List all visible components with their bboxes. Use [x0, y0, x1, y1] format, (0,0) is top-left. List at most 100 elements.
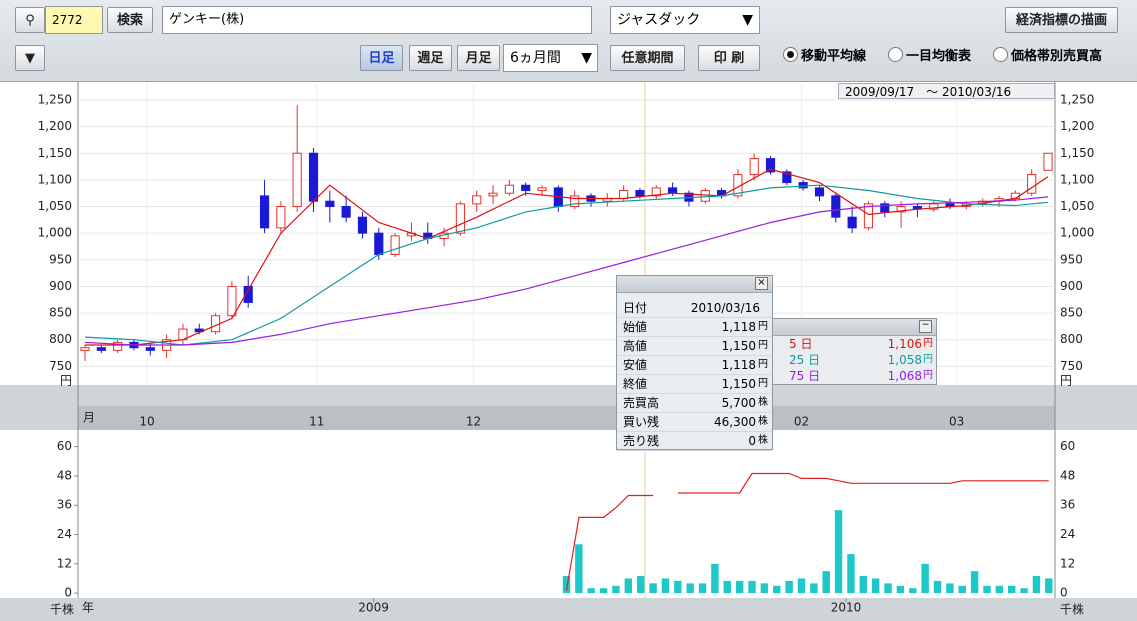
y-tick-label: 800 — [49, 332, 72, 346]
y-tick-label: 24 — [57, 527, 72, 541]
toolbar: ⚲ 2772 検索 ゲンキー(株) ジャスダック ▼ 経済指標の描画 ▼ 日足 週… — [0, 0, 1137, 82]
ma-value: 1,068 — [887, 369, 922, 383]
ma-name: 75 日 — [789, 369, 821, 383]
volume-bar — [723, 580, 731, 594]
ma-unit: 円 — [923, 338, 933, 349]
volume-bar — [847, 554, 855, 594]
candle-body — [276, 206, 286, 229]
period-select[interactable]: 6ヵ月間 ▼ — [503, 44, 598, 72]
candle-body — [374, 232, 384, 255]
candle-body — [341, 206, 351, 218]
weekly-button[interactable]: 週足 — [409, 45, 452, 71]
radio[interactable]: 価格帯別売買高 — [993, 46, 1102, 68]
x-tick-label: 02 — [794, 415, 809, 429]
candle-body — [1027, 174, 1037, 194]
period: 6ヵ月間 — [510, 50, 561, 66]
y-unit: 円 — [60, 374, 72, 388]
candle-body — [488, 192, 498, 197]
y-tick-label: 1,050 — [38, 199, 72, 213]
ma-name: 5 日 — [789, 337, 813, 351]
candle-body — [227, 285, 237, 317]
y-tick-label-right: 60 — [1060, 439, 1075, 453]
volume-bar — [871, 578, 880, 594]
volume-bar — [785, 580, 793, 594]
radio-label: 移動平均線 — [801, 49, 867, 64]
monthly-button[interactable]: 月足 — [457, 45, 500, 71]
candle-body — [292, 152, 302, 208]
volume-bar — [562, 576, 571, 594]
search-button[interactable]: 検索 — [107, 7, 153, 33]
volume-bar — [933, 580, 942, 594]
radio[interactable]: 移動平均線 — [783, 46, 866, 68]
volume-bar — [649, 583, 657, 594]
x-tick-label: 11 — [309, 415, 324, 429]
volume-bar — [599, 588, 608, 594]
x-tick-label: 2010 — [831, 601, 862, 615]
candle-body — [814, 187, 825, 197]
info-row: 売買高 5,700 株 — [617, 394, 772, 413]
economic-button[interactable]: 経済指標の描画 — [1005, 7, 1118, 33]
company-field[interactable]: ゲンキー(株) — [162, 6, 592, 34]
volume-bar — [958, 585, 966, 594]
candle-body — [619, 190, 629, 200]
candle-body — [455, 203, 465, 234]
y-tick-label-right: 36 — [1060, 498, 1075, 512]
info-label: 始値 — [623, 320, 648, 334]
y-tick-label-right: 900 — [1060, 279, 1083, 293]
candle-body — [1043, 152, 1053, 171]
info-unit: 株 — [758, 397, 768, 408]
info-row: 日付 2010/03/16 — [617, 299, 772, 318]
info-row: 終値 1,150 円 — [617, 375, 772, 394]
y-tick-label: 1,250 — [38, 92, 72, 106]
info-header: × — [617, 276, 772, 293]
code-input[interactable]: 2772 — [45, 6, 103, 34]
candle-body — [782, 171, 792, 184]
info-label: 高値 — [623, 339, 648, 353]
candle-body — [847, 216, 857, 229]
y-tick-label-right: 1,100 — [1060, 172, 1094, 186]
volume-bar — [983, 585, 991, 594]
candle-body — [798, 182, 808, 189]
x-tick-label: 10 — [139, 415, 154, 429]
info-unit: 円 — [758, 340, 768, 351]
dropdown-arrow: ▼ — [742, 12, 753, 28]
radio[interactable]: 一目均衡表 — [888, 46, 971, 68]
daily-button[interactable]: 日足 — [360, 45, 403, 71]
candle-body — [325, 200, 335, 208]
info-row: 始値 1,118 円 — [617, 318, 772, 337]
y-tick-label: 900 — [49, 279, 72, 293]
volume-bar — [636, 576, 645, 594]
info-row: 高値 1,150 円 — [617, 337, 772, 356]
info-unit: 株 — [758, 435, 768, 446]
dropdown-arrow: ▼ — [581, 50, 592, 66]
price-chart: 750 750 800 800 850 850 900 900 950 950 1,000 1,000… — [38, 84, 1094, 429]
volume-bar — [909, 588, 917, 594]
candle-body — [472, 195, 482, 205]
volume-bar — [946, 583, 954, 594]
x-unit: 年 — [82, 601, 94, 615]
menu-button[interactable]: ▼ — [15, 45, 45, 71]
market: ジャスダック — [617, 12, 701, 28]
y-tick-label-right: 950 — [1060, 252, 1083, 266]
y-tick-label-right: 0 — [1060, 586, 1068, 600]
info-label: 日付 — [623, 301, 648, 315]
y-tick-label: 48 — [57, 468, 72, 482]
y-tick-label: 12 — [57, 556, 72, 570]
market-select[interactable]: ジャスダック ▼ — [610, 6, 760, 34]
info-value: 5,700 — [721, 396, 756, 410]
volume-bar — [810, 583, 818, 594]
candle-body — [863, 203, 874, 229]
print-button[interactable]: 印 刷 — [698, 45, 760, 71]
year-strip — [0, 598, 1137, 621]
y-tick-label-right: 24 — [1060, 527, 1075, 541]
candle-body — [308, 152, 319, 202]
candle-body — [749, 158, 759, 176]
close-button[interactable]: × — [755, 277, 768, 290]
volume-bar — [1032, 576, 1041, 594]
custom-button[interactable]: 任意期間 — [610, 45, 685, 71]
volume-bar — [661, 578, 670, 594]
search-icon[interactable]: ⚲ — [15, 7, 45, 33]
